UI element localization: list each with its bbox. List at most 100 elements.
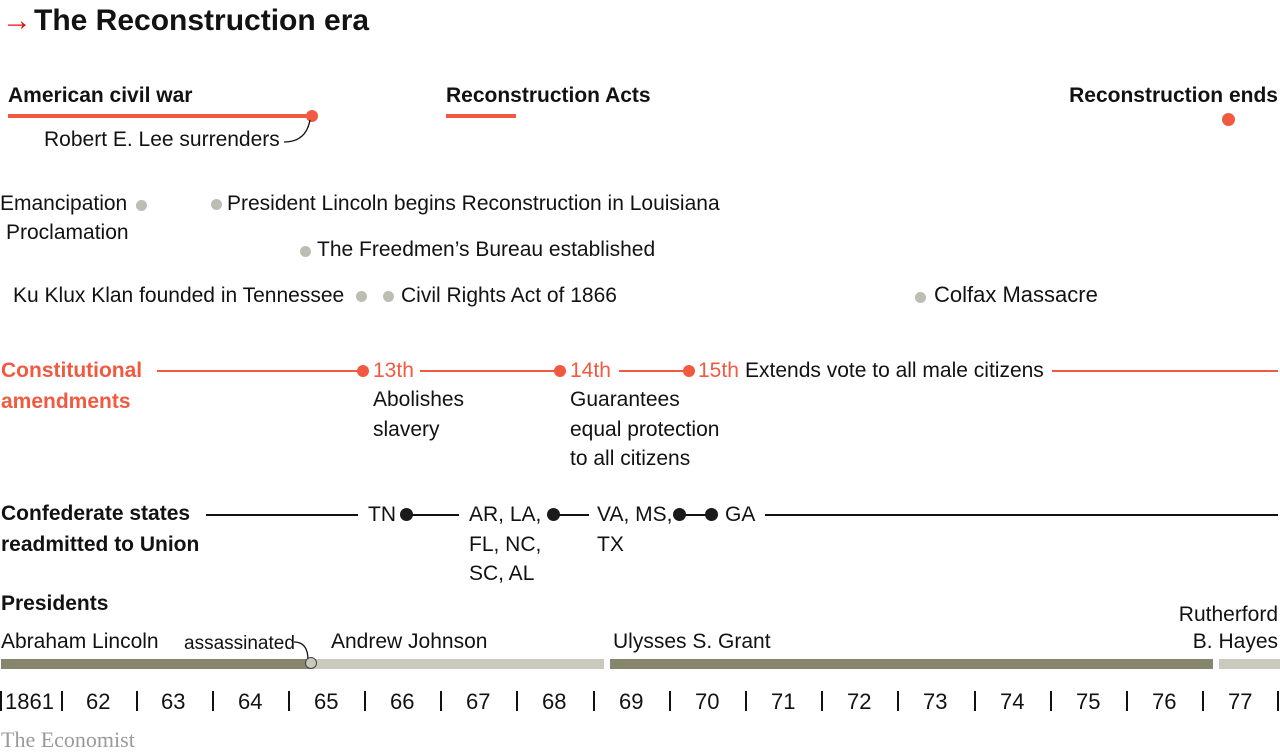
lincoln-louisiana-dot: [211, 199, 222, 210]
year-tick: [974, 691, 976, 711]
lincoln-bar: [1, 659, 311, 669]
year-tick: [0, 691, 2, 711]
year-label-62: 62: [86, 689, 111, 714]
year-label-1861: 1861: [5, 689, 54, 714]
amendment-15-dot: [683, 365, 695, 377]
year-label-73: 73: [923, 689, 948, 714]
arrow-icon: →: [2, 4, 32, 37]
grant-bar: [610, 659, 1213, 669]
amendment-13-desc-2: slavery: [373, 418, 440, 441]
year-label-65: 65: [314, 689, 339, 714]
year-tick: [136, 691, 138, 711]
reconstruction-ends-label: Reconstruction ends: [1069, 84, 1278, 107]
readmitted-line-d: [685, 514, 707, 516]
year-label-77: 77: [1228, 689, 1253, 714]
readmitted-group2-3: SC, AL: [469, 562, 535, 585]
assassination-marker: [305, 657, 317, 669]
proclamation-label: Proclamation: [6, 221, 129, 244]
civil-rights-dot: [383, 291, 394, 302]
readmitted-group3-dot: [673, 508, 686, 521]
emancipation-dot: [136, 200, 147, 211]
amendment-14-desc-2: equal protection: [570, 418, 720, 441]
lee-connector: [283, 119, 311, 143]
readmitted-label-1: Confederate states: [1, 502, 191, 525]
freedmen-dot: [300, 246, 311, 257]
readmitted-ga-dot: [705, 508, 718, 521]
amendment-15-desc: Extends vote to all male citizens: [745, 359, 1044, 382]
year-tick: [212, 691, 214, 711]
year-label-70: 70: [695, 689, 720, 714]
readmitted-group2-1: AR, LA,: [469, 503, 542, 526]
amendment-14-desc-1: Guarantees: [570, 388, 680, 411]
lincoln-louisiana-label: President Lincoln begins Reconstruction …: [227, 192, 720, 215]
freedmen-label: The Freedmen’s Bureau established: [317, 238, 656, 261]
year-label-66: 66: [390, 689, 415, 714]
year-label-68: 68: [542, 689, 567, 714]
civil-rights-label: Civil Rights Act of 1866: [401, 284, 617, 307]
year-tick: [897, 691, 899, 711]
year-label-64: 64: [238, 689, 263, 714]
year-label-71: 71: [771, 689, 796, 714]
year-label-74: 74: [1000, 689, 1025, 714]
amendments-line-d: [1052, 370, 1278, 372]
amendments-line-a: [157, 370, 362, 372]
readmitted-line-e: [765, 514, 1278, 516]
kkk-dot: [356, 291, 367, 302]
economist-logo: The Economist: [1, 727, 135, 752]
amendment-13-desc-1: Abolishes: [373, 388, 465, 411]
readmitted-line-a: [206, 514, 358, 516]
civil-war-bar: [8, 114, 308, 118]
reconstruction-ends-dot: [1222, 113, 1235, 126]
amendments-line-b: [420, 370, 558, 372]
page-title: The Reconstruction era: [34, 4, 370, 37]
year-tick: [1126, 691, 1128, 711]
amendment-15-label: 15th: [698, 359, 739, 382]
emancipation-label: Emancipation: [0, 192, 128, 215]
amendment-14-desc-3: to all citizens: [570, 447, 691, 470]
amendments-line-c: [619, 370, 687, 372]
lee-surrender-dot: [306, 110, 318, 122]
amendment-14-dot: [554, 365, 566, 377]
hayes-label-1: Rutherford: [1178, 603, 1278, 626]
readmitted-group2-dot: [547, 508, 560, 521]
year-tick: [288, 691, 290, 711]
year-label-76: 76: [1152, 689, 1177, 714]
readmitted-ga: GA: [725, 503, 756, 526]
year-tick: [745, 691, 747, 711]
colfax-label: Colfax Massacre: [934, 282, 1098, 307]
grant-label: Ulysses S. Grant: [613, 630, 771, 653]
readmitted-group3-2: TX: [597, 533, 624, 556]
kkk-label: Ku Klux Klan founded in Tennessee: [13, 284, 345, 307]
year-tick: [1050, 691, 1052, 711]
colfax-dot: [915, 292, 926, 303]
amendments-label-1: Constitutional: [1, 359, 143, 382]
year-tick: [364, 691, 366, 711]
year-tick: [516, 691, 518, 711]
year-tick: [593, 691, 595, 711]
year-label-67: 67: [466, 689, 491, 714]
presidents-label: Presidents: [1, 592, 109, 615]
year-tick: [1202, 691, 1204, 711]
amendment-14-label: 14th: [570, 359, 611, 382]
reconstruction-acts-label: Reconstruction Acts: [446, 84, 651, 107]
amendments-label-2: amendments: [1, 390, 131, 413]
hayes-bar: [1219, 659, 1280, 669]
hayes-label-2: B. Hayes: [1192, 630, 1278, 653]
readmitted-group2-2: FL, NC,: [469, 533, 542, 556]
readmitted-tn: TN: [368, 503, 396, 526]
amendment-13-label: 13th: [373, 359, 414, 382]
amendment-13-dot: [357, 365, 369, 377]
readmitted-group3-1: VA, MS,: [597, 503, 673, 526]
lincoln-label: Abraham Lincoln: [1, 630, 159, 653]
year-label-72: 72: [847, 689, 872, 714]
year-tick: [669, 691, 671, 711]
johnson-bar: [311, 659, 604, 669]
civil-war-label: American civil war: [8, 84, 193, 107]
year-tick: [1277, 691, 1279, 711]
johnson-label: Andrew Johnson: [331, 630, 488, 653]
readmitted-tn-dot: [400, 508, 413, 521]
year-label-63: 63: [161, 689, 186, 714]
lee-surrender-label: Robert E. Lee surrenders: [44, 128, 280, 151]
year-tick: [61, 691, 63, 711]
year-tick: [821, 691, 823, 711]
